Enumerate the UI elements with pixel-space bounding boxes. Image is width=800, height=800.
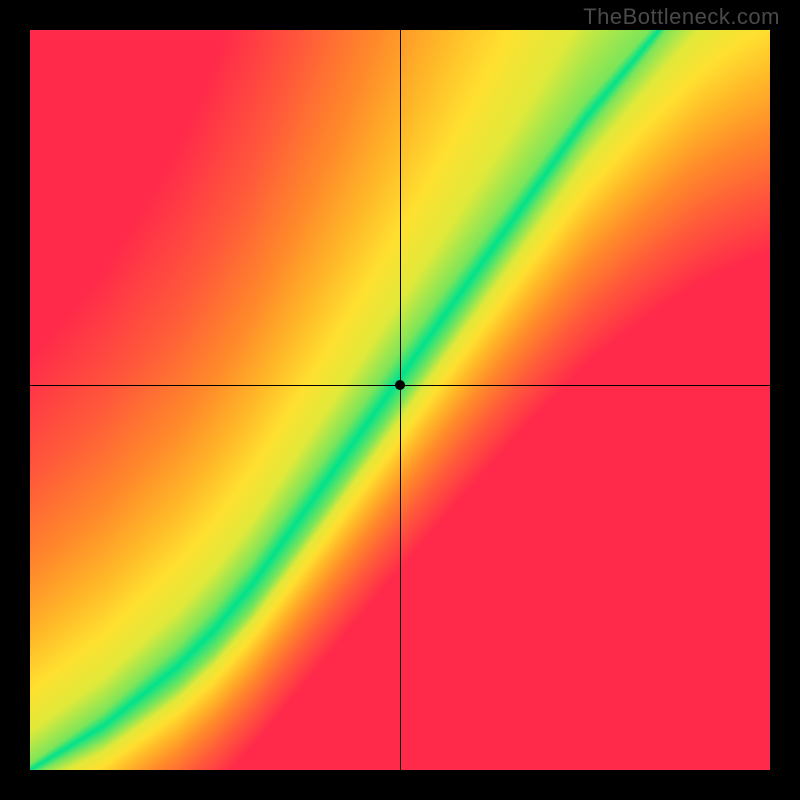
heatmap-plot bbox=[30, 30, 770, 770]
watermark-text: TheBottleneck.com bbox=[583, 4, 780, 30]
crosshair-marker bbox=[395, 380, 405, 390]
chart-frame: TheBottleneck.com bbox=[0, 0, 800, 800]
crosshair-vertical bbox=[400, 30, 401, 770]
